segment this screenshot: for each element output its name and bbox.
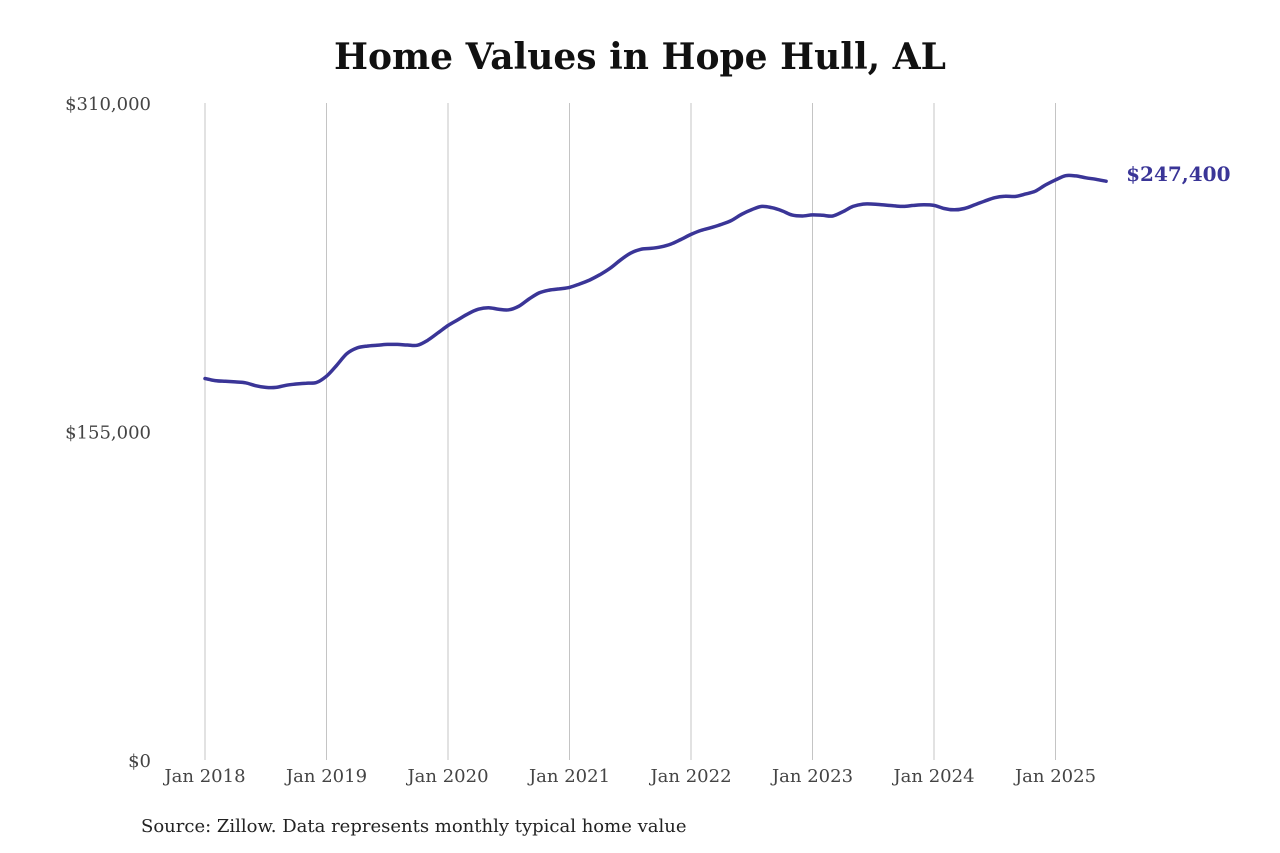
series-layer [203, 173, 1108, 390]
x-axis-ticks: Jan 2018 Jan 2019 Jan 2020 Jan 2021 Jan 2022… [162, 766, 1096, 787]
y-tick-label: $0 [128, 751, 151, 772]
source-note: Source: Zillow. Data represents monthly … [141, 816, 687, 837]
grid-lines [204, 103, 1056, 760]
series-line [203, 173, 1108, 390]
x-tick-label: Jan 2021 [527, 766, 610, 787]
y-axis-ticks: $0 $155,000 $310,000 [65, 94, 151, 772]
x-tick-label: Jan 2025 [1013, 766, 1096, 787]
end-value-label: $247,400 [1126, 162, 1230, 186]
end-label-layer: $247,400 [1126, 162, 1230, 186]
x-tick-label: Jan 2019 [284, 766, 367, 787]
x-tick-label: Jan 2022 [648, 766, 731, 787]
chart-title: Home Values in Hope Hull, AL [334, 36, 946, 78]
y-tick-label: $310,000 [65, 94, 151, 115]
x-tick-label: Jan 2023 [770, 766, 853, 787]
x-tick-label: Jan 2018 [162, 766, 245, 787]
x-tick-label: Jan 2024 [891, 766, 974, 787]
y-tick-label: $155,000 [65, 423, 151, 444]
x-tick-label: Jan 2020 [405, 766, 488, 787]
